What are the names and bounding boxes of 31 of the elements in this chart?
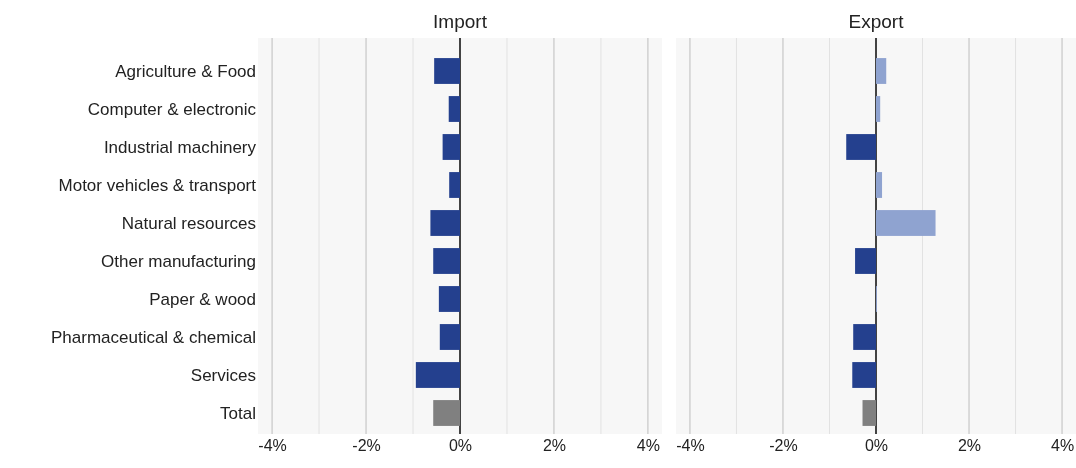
y-tick-label: Agriculture & Food	[115, 61, 256, 81]
y-tick-label: Natural resources	[121, 213, 256, 233]
y-tick-label: Computer & electronic	[87, 99, 257, 119]
x-tick-label: 0%	[864, 437, 889, 455]
bar	[876, 172, 883, 198]
bar	[855, 248, 876, 274]
y-tick-label: Pharmaceutical & chemical	[50, 327, 256, 347]
chart-title: Export	[848, 11, 905, 32]
bar	[853, 324, 876, 350]
y-tick-label: Other manufacturing	[101, 251, 256, 271]
x-tick-label: 2%	[542, 437, 567, 455]
y-tick-label: Services	[190, 365, 256, 385]
x-tick-label: -4%	[676, 437, 705, 455]
x-tick-label: -2%	[352, 437, 381, 455]
y-tick-label: Paper & wood	[149, 289, 256, 309]
bar	[876, 96, 881, 122]
bar	[846, 134, 876, 160]
bar	[852, 362, 876, 388]
y-tick-label: Motor vehicles & transport	[58, 175, 257, 195]
chart-title: Import	[433, 11, 488, 32]
x-tick-label: -4%	[258, 437, 287, 455]
y-tick-label: Total	[220, 403, 256, 423]
x-tick-label: -2%	[769, 437, 798, 455]
bar	[862, 400, 876, 426]
bar	[876, 210, 936, 236]
bar	[876, 58, 887, 84]
x-tick-label: 2%	[957, 437, 982, 455]
x-tick-label: 0%	[448, 437, 473, 455]
x-tick-label: 4%	[636, 437, 660, 455]
y-tick-label: Industrial machinery	[103, 137, 257, 157]
x-tick-label: 4%	[1050, 437, 1075, 455]
